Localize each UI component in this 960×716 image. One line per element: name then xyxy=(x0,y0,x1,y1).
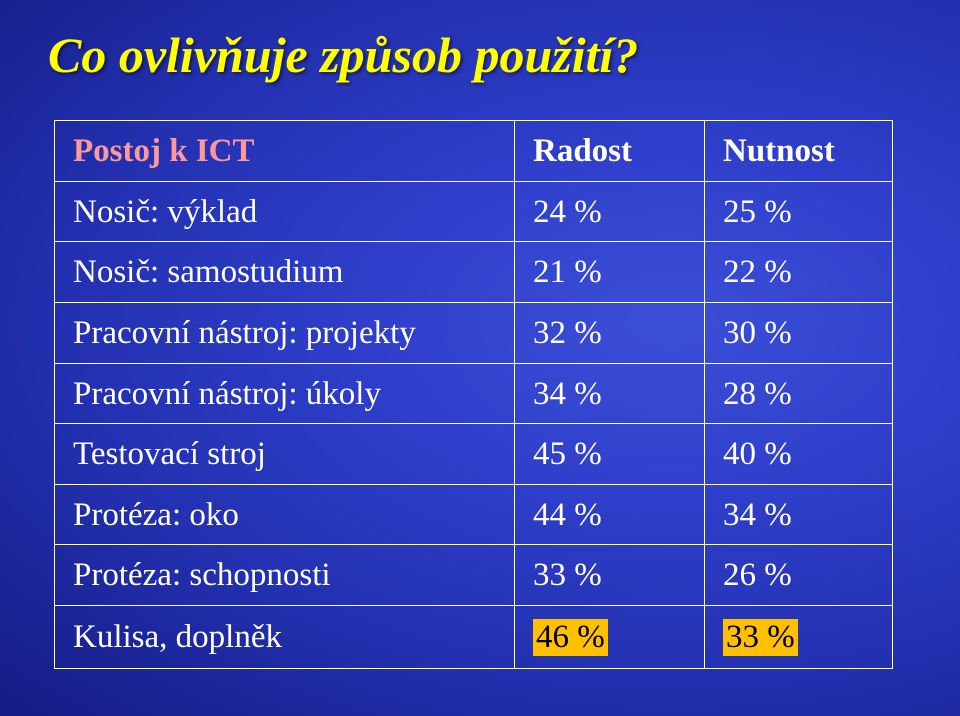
table-row: Protéza: schopnosti 33 % 26 % xyxy=(55,545,893,606)
cell-value: 40 % xyxy=(705,424,893,485)
slide-title: Co ovlivňuje způsob použití? xyxy=(48,26,924,84)
row-label: Nosič: samostudium xyxy=(55,242,515,303)
row-label: Nosič: výklad xyxy=(55,181,515,242)
table-row: Pracovní nástroj: úkoly 34 % 28 % xyxy=(55,363,893,424)
header-col-1: Radost xyxy=(515,121,705,182)
cell-value: 44 % xyxy=(515,484,705,545)
cell-value: 21 % xyxy=(515,242,705,303)
header-left: Postoj k ICT xyxy=(55,121,515,182)
cell-value: 46 % xyxy=(515,606,705,669)
cell-value: 25 % xyxy=(705,181,893,242)
cell-value: 26 % xyxy=(705,545,893,606)
row-label: Pracovní nástroj: úkoly xyxy=(55,363,515,424)
table-header-row: Postoj k ICT Radost Nutnost xyxy=(55,121,893,182)
cell-value: 24 % xyxy=(515,181,705,242)
row-label: Protéza: oko xyxy=(55,484,515,545)
row-label: Testovací stroj xyxy=(55,424,515,485)
cell-value: 34 % xyxy=(515,363,705,424)
cell-value: 33 % xyxy=(705,606,893,669)
row-label: Protéza: schopnosti xyxy=(55,545,515,606)
row-label: Pracovní nástroj: projekty xyxy=(55,302,515,363)
highlighted-value: 46 % xyxy=(533,619,608,656)
cell-value: 22 % xyxy=(705,242,893,303)
table-row: Pracovní nástroj: projekty 32 % 30 % xyxy=(55,302,893,363)
header-col-2: Nutnost xyxy=(705,121,893,182)
data-table: Postoj k ICT Radost Nutnost Nosič: výkla… xyxy=(54,120,893,669)
slide: Co ovlivňuje způsob použití? Postoj k IC… xyxy=(0,0,960,716)
cell-value: 30 % xyxy=(705,302,893,363)
cell-value: 34 % xyxy=(705,484,893,545)
cell-value: 28 % xyxy=(705,363,893,424)
cell-value: 45 % xyxy=(515,424,705,485)
cell-value: 32 % xyxy=(515,302,705,363)
table-row: Testovací stroj 45 % 40 % xyxy=(55,424,893,485)
table-row: Protéza: oko 44 % 34 % xyxy=(55,484,893,545)
table-row: Nosič: samostudium 21 % 22 % xyxy=(55,242,893,303)
table-row: Kulisa, doplněk 46 % 33 % xyxy=(55,606,893,669)
highlighted-value: 33 % xyxy=(723,619,798,656)
row-label: Kulisa, doplněk xyxy=(55,606,515,669)
table-row: Nosič: výklad 24 % 25 % xyxy=(55,181,893,242)
cell-value: 33 % xyxy=(515,545,705,606)
